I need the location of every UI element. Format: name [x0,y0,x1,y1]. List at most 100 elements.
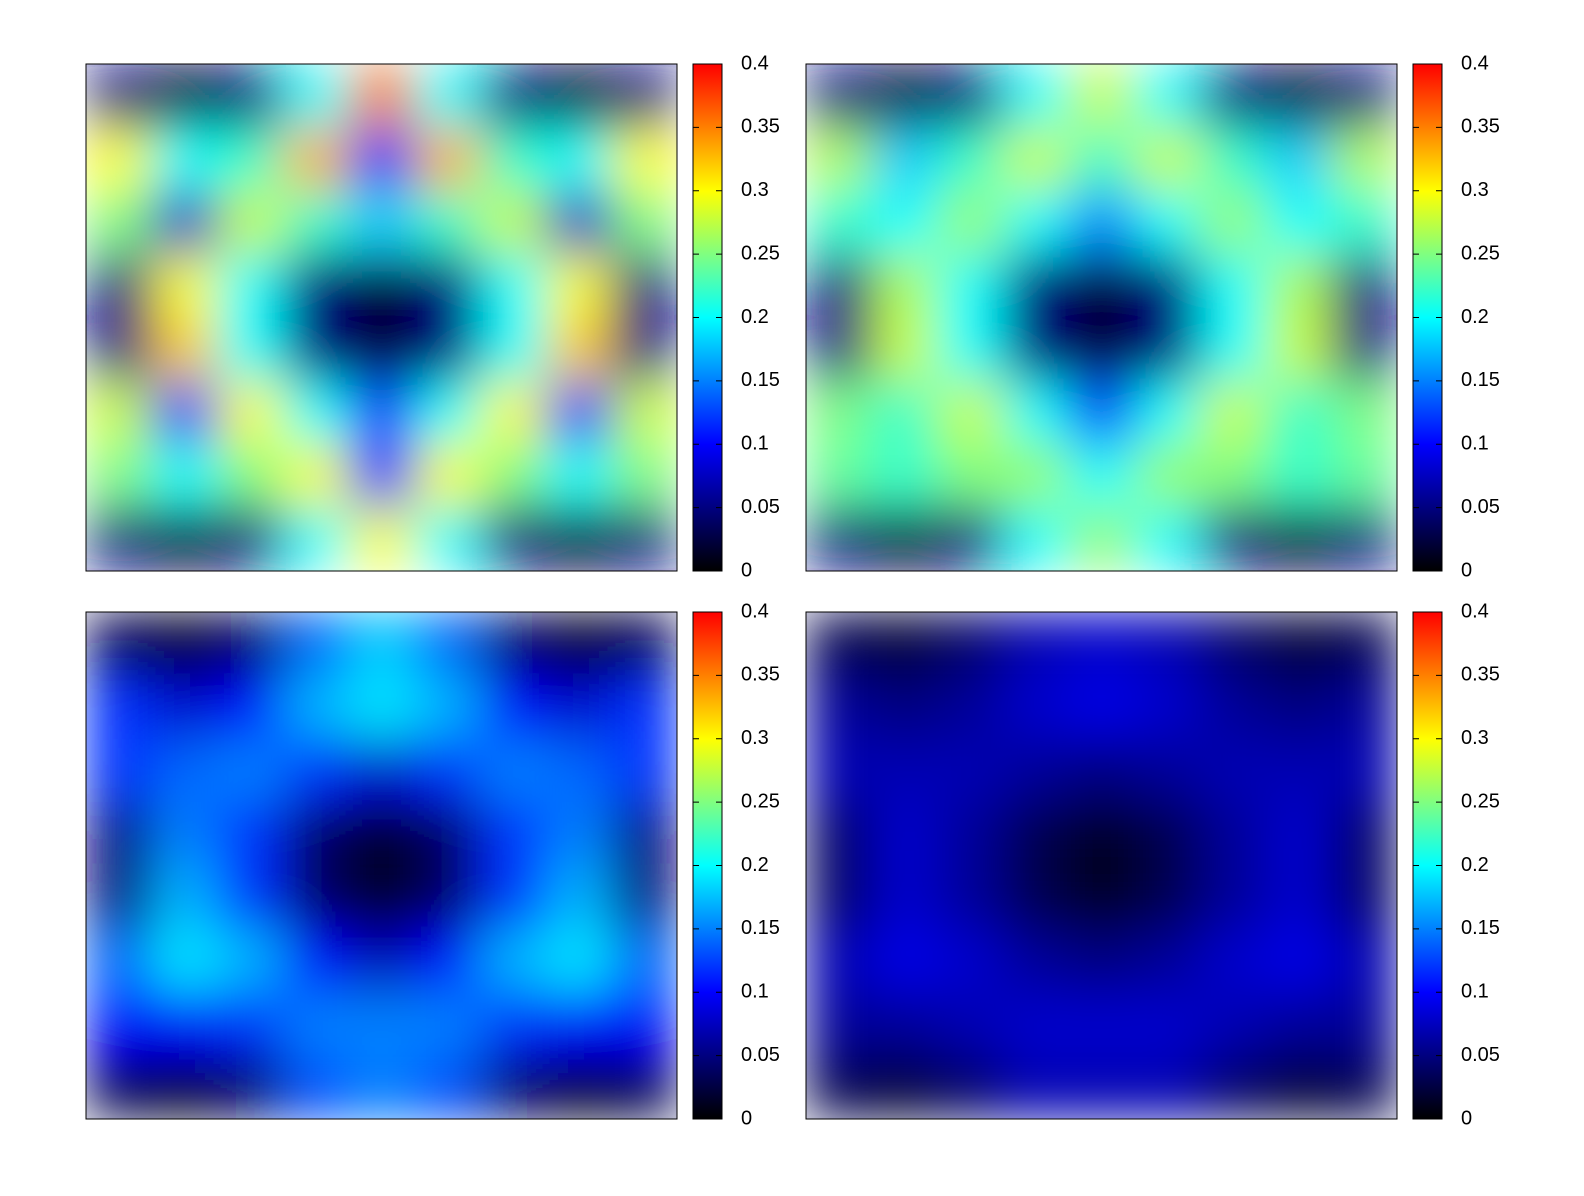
cell [1265,190,1332,255]
cell [1003,992,1070,1057]
cell [86,612,153,676]
cell [1134,928,1201,993]
cell [283,380,350,445]
cell [283,127,350,192]
cell [86,190,153,255]
cell [806,928,873,993]
colorbar-tick-label: 0.3 [1461,179,1489,201]
cell [1134,64,1201,128]
cell [151,738,218,803]
cell [480,254,547,318]
colorbar-tick-label: 0.2 [741,306,769,328]
colorbar-tick-label: 0.25 [1461,790,1500,812]
cell [1265,380,1332,445]
cell [937,992,1004,1057]
cell [151,64,218,128]
cell [937,507,1004,571]
cell [1200,928,1267,993]
cell [937,254,1004,318]
cell [806,317,873,382]
cell [611,1055,677,1119]
cell [871,738,938,803]
colorbar-tick-label: 0.05 [741,496,780,518]
cell [1265,254,1332,318]
cell [1068,865,1135,930]
cell [217,1055,284,1119]
cell [1134,1055,1201,1119]
cell [611,992,677,1057]
cell [1068,380,1135,445]
cell [86,127,153,192]
cell [217,865,284,930]
cell [1134,254,1201,318]
cell [283,928,350,993]
colorbar-tick-label: 0.1 [741,433,769,455]
cell [806,612,873,676]
cell [480,64,547,128]
cell [1068,507,1135,571]
colorbar-tick-label: 0.35 [1461,116,1500,138]
cell [348,380,415,445]
cell [414,254,481,318]
cell [151,380,218,445]
colorbar-tick-label: 0 [741,559,752,581]
heatmap [86,612,677,1119]
cell [283,64,350,128]
cell [1200,444,1267,509]
cell [414,1055,481,1119]
cell [545,317,612,382]
cell [283,865,350,930]
colorbar-tick-label: 0.4 [1461,600,1489,622]
cell [1265,992,1332,1057]
cell [151,444,218,509]
cell [1003,612,1070,676]
cell [86,507,153,571]
cell [1003,738,1070,803]
cell [1068,928,1135,993]
cell [348,127,415,192]
cell [414,317,481,382]
cell [217,64,284,128]
heatmap-cells [806,64,1397,571]
cell [611,64,677,128]
heatmap [806,612,1397,1119]
cell [545,992,612,1057]
cell [348,738,415,803]
cell [1200,865,1267,930]
cell [480,190,547,255]
cell [1265,928,1332,993]
cell [937,64,1004,128]
cell [806,190,873,255]
cell [86,865,153,930]
cell [806,127,873,192]
cell [1003,127,1070,192]
cell [348,507,415,571]
cell [1003,317,1070,382]
cell [348,317,415,382]
cell [611,928,677,993]
cell [283,612,350,676]
cell [871,190,938,255]
cell [611,507,677,571]
cell [480,1055,547,1119]
heatmap-cells [86,64,677,571]
cell [545,444,612,509]
cell [480,928,547,993]
cell [937,612,1004,676]
colorbar-tick-label: 0.1 [741,981,769,1003]
cell [1068,317,1135,382]
colorbar-tick-label: 0.15 [741,369,780,391]
cell [1003,254,1070,318]
cell [217,380,284,445]
cell [480,380,547,445]
heatmap-cells [86,612,677,1119]
cell [871,1055,938,1119]
colorbar-tick-label: 0.25 [741,242,780,264]
cell [1068,738,1135,803]
cell [1265,507,1332,571]
cell [1265,738,1332,803]
colorbar-tick-label: 0.4 [741,600,769,622]
cell [283,507,350,571]
cell [414,612,481,676]
colorbar-tick-label: 0 [1461,1107,1472,1129]
